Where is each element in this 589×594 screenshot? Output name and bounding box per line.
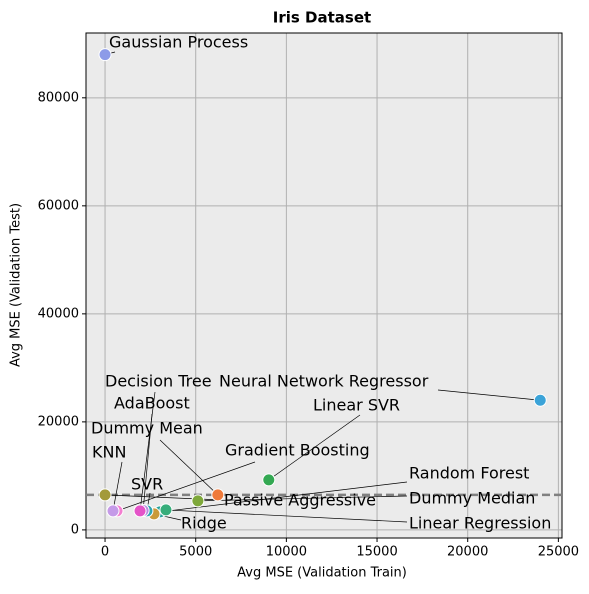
y-axis-label: Avg MSE (Validation Test) (9, 203, 24, 367)
point-label: Linear SVR (313, 396, 400, 415)
y-tick-label: 80000 (38, 90, 79, 105)
point-label: AdaBoost (114, 394, 190, 413)
point (98, 48, 112, 62)
plot-area (86, 33, 562, 538)
x-axis-label: Avg MSE (Validation Train) (237, 566, 407, 581)
x-tick-label: 10000 (266, 545, 307, 560)
x-tick-label: 15000 (356, 545, 397, 560)
point (211, 488, 225, 502)
point-label: Dummy Median (409, 489, 535, 508)
point-label: SVR (131, 475, 163, 494)
annotation-line (159, 439, 219, 496)
point (191, 494, 205, 508)
point (133, 504, 147, 518)
annotation-line (139, 391, 156, 511)
point-label: Random Forest (409, 464, 529, 483)
point (533, 393, 547, 407)
annotation-line (112, 461, 123, 511)
point-label: Decision Tree (105, 372, 212, 391)
annotation-line (159, 481, 408, 513)
y-tick-label: 60000 (38, 198, 79, 213)
y-tick-label: 40000 (38, 306, 79, 321)
x-tick-label: 25000 (538, 545, 579, 560)
point (98, 488, 112, 502)
annotation-line (165, 509, 408, 523)
point (262, 473, 276, 487)
x-tick-label: 0 (101, 545, 109, 560)
x-tick-label: 5000 (179, 545, 212, 560)
y-tick-label: 20000 (38, 414, 79, 429)
annotation-line (197, 495, 408, 502)
point-label: Linear Regression (409, 514, 551, 533)
point-label: Gaussian Process (109, 33, 248, 52)
point (106, 504, 120, 518)
point-label: Gradient Boosting (225, 441, 370, 460)
point-label: Dummy Mean (91, 419, 203, 438)
annotation-line (116, 461, 256, 512)
axes-frame (85, 32, 563, 539)
point-label: KNN (92, 443, 126, 462)
point (159, 503, 173, 517)
point-label: Ridge (181, 514, 227, 533)
point-label: Neural Network Regressor (219, 372, 429, 391)
x-tick-label: 20000 (447, 545, 488, 560)
chart-title: Iris Dataset (273, 9, 371, 27)
point-label: Passive Aggressive (224, 491, 376, 510)
annotation-line (268, 414, 361, 481)
y-tick-label: 0 (71, 522, 79, 537)
annotation-line (437, 389, 541, 401)
